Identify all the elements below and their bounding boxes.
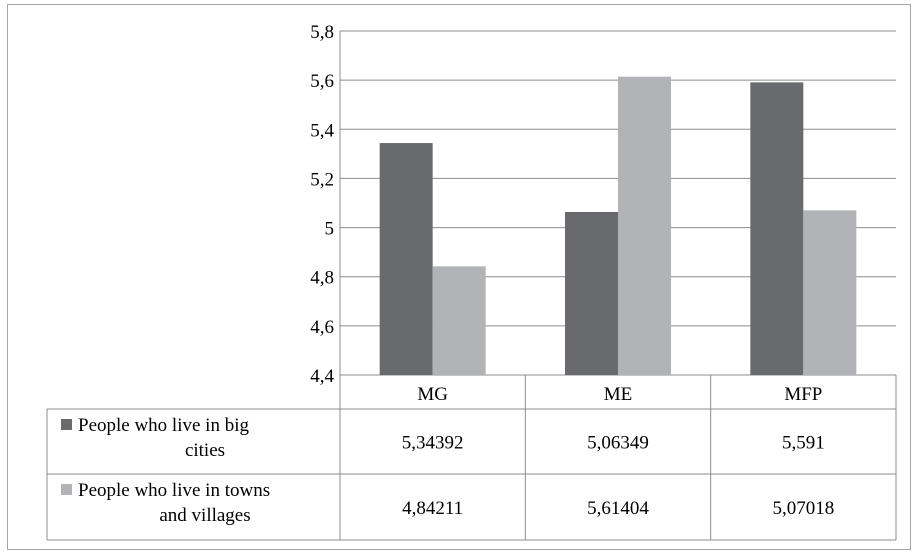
series-label: and villages <box>159 505 250 526</box>
y-tick-label: 5 <box>325 219 335 240</box>
bar <box>618 77 671 375</box>
legend-swatch <box>61 484 72 495</box>
category-label: MG <box>417 384 448 405</box>
y-tick-label: 4,8 <box>310 268 334 289</box>
bar <box>433 266 486 375</box>
y-tick-label: 5,6 <box>310 71 334 92</box>
category-label: MFP <box>784 384 822 405</box>
bar <box>565 212 618 375</box>
y-tick-label: 4,4 <box>310 366 334 387</box>
y-tick-label: 5,4 <box>310 120 334 141</box>
data-label: 5,34392 <box>402 433 464 454</box>
y-tick-label: 5,8 <box>310 22 334 43</box>
y-tick-label: 5,2 <box>310 169 334 190</box>
y-tick-label: 4,6 <box>310 317 334 338</box>
series-label: cities <box>185 440 225 461</box>
data-label: 5,06349 <box>587 433 649 454</box>
legend-swatch <box>61 419 72 430</box>
bar <box>380 143 433 375</box>
data-label: 5,07018 <box>772 498 834 519</box>
series-label: People who live in big <box>78 415 249 436</box>
data-label: 5,591 <box>782 433 825 454</box>
bar <box>803 210 856 375</box>
category-label: ME <box>604 384 633 405</box>
bar <box>750 82 803 375</box>
series-label: People who live in towns <box>78 480 270 501</box>
data-label: 4,84211 <box>402 498 463 519</box>
data-label: 5,61404 <box>587 498 649 519</box>
